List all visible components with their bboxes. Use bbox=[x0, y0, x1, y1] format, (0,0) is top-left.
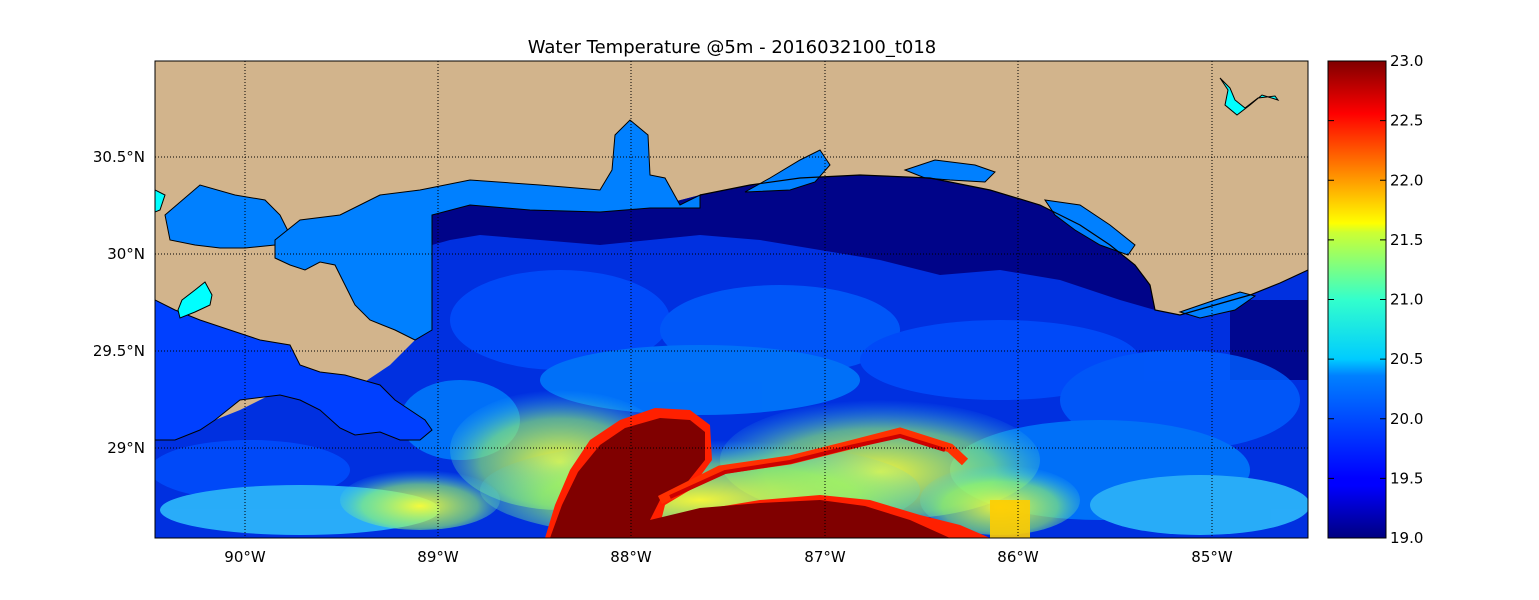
colorbar-tick-label: 20.5 bbox=[1390, 350, 1423, 368]
lon-tick-label: 85°W bbox=[1191, 548, 1233, 566]
lon-tick-label: 87°W bbox=[804, 548, 846, 566]
lat-tick-label: 30.5°N bbox=[93, 148, 145, 166]
coastline bbox=[699, 174, 1308, 316]
lon-tick-label: 90°W bbox=[224, 548, 266, 566]
colorbar-tick-label: 22.5 bbox=[1390, 112, 1423, 130]
lat-tick-label: 30°N bbox=[107, 245, 145, 263]
plot-area bbox=[155, 61, 1308, 538]
colorbar-tick-label: 21.5 bbox=[1390, 231, 1423, 249]
map-frame bbox=[154, 60, 1309, 539]
lon-tick-labels: 90°W 89°W 88°W 87°W 86°W 85°W bbox=[224, 548, 1233, 566]
map-title: Water Temperature @5m - 2016032100_t018 bbox=[528, 37, 937, 58]
colorbar-ticks: 19.0 19.5 20.0 20.5 21.0 21.5 22.0 22.5 23.0 bbox=[1328, 52, 1423, 547]
coastal-cold-band bbox=[432, 175, 1155, 310]
colorbar-tick-label: 19.0 bbox=[1390, 529, 1423, 547]
colorbar-tick-label: 19.5 bbox=[1390, 469, 1423, 487]
warm-front-east bbox=[990, 500, 1030, 538]
colorbar bbox=[1327, 60, 1387, 539]
lon-tick-label: 88°W bbox=[610, 548, 652, 566]
warm-filament-core bbox=[669, 433, 946, 499]
colorbar-tick-label: 23.0 bbox=[1390, 52, 1423, 70]
inland-water bbox=[155, 119, 1257, 441]
graticule bbox=[155, 61, 1308, 538]
colorbar-tick-label: 20.0 bbox=[1390, 410, 1423, 428]
lat-tick-labels: 30.5°N 30°N 29.5°N 29°N bbox=[93, 148, 145, 457]
lon-tick-label: 89°W bbox=[417, 548, 459, 566]
mid-water-texture bbox=[155, 270, 1308, 535]
lake-pontchartrain-west bbox=[155, 189, 166, 213]
lat-tick-label: 29°N bbox=[107, 439, 145, 457]
colorbar-tick-label: 22.0 bbox=[1390, 171, 1423, 189]
colorbar-tick-label: 21.0 bbox=[1390, 291, 1423, 309]
reservoir-east bbox=[1219, 77, 1280, 116]
lon-tick-label: 86°W bbox=[997, 548, 1039, 566]
lake-salvador bbox=[177, 281, 213, 319]
lat-tick-label: 29.5°N bbox=[93, 342, 145, 360]
